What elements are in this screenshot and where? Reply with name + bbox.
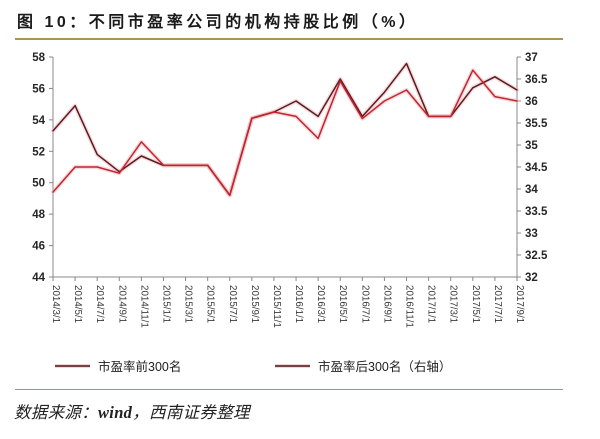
svg-text:2015/3/1: 2015/3/1 — [183, 285, 194, 323]
svg-text:2017/7/1: 2017/7/1 — [492, 285, 503, 323]
svg-text:35: 35 — [525, 140, 538, 152]
svg-text:34.5: 34.5 — [525, 162, 548, 174]
svg-text:35.5: 35.5 — [525, 118, 548, 130]
svg-text:2015/1/1: 2015/1/1 — [160, 285, 171, 323]
svg-text:2016/7/1: 2016/7/1 — [359, 285, 370, 323]
svg-text:2017/3/1: 2017/3/1 — [448, 285, 459, 323]
svg-text:2015/9/1: 2015/9/1 — [249, 285, 260, 323]
svg-text:37: 37 — [525, 52, 538, 64]
svg-text:2014/3/1: 2014/3/1 — [50, 285, 61, 323]
svg-text:市盈率前300名: 市盈率前300名 — [98, 359, 181, 374]
svg-text:2017/9/1: 2017/9/1 — [514, 285, 525, 323]
svg-text:33: 33 — [525, 228, 538, 240]
svg-text:34: 34 — [525, 184, 538, 196]
svg-text:2016/1/1: 2016/1/1 — [293, 285, 304, 323]
svg-text:2015/5/1: 2015/5/1 — [205, 285, 216, 323]
svg-text:2016/9/1: 2016/9/1 — [381, 285, 392, 323]
svg-text:56: 56 — [32, 83, 45, 95]
svg-text:58: 58 — [32, 52, 45, 64]
svg-text:2015/7/1: 2015/7/1 — [227, 285, 238, 323]
svg-text:48: 48 — [32, 209, 45, 221]
svg-text:2014/7/1: 2014/7/1 — [94, 285, 105, 323]
svg-text:36.5: 36.5 — [525, 74, 548, 86]
svg-text:2015/11/1: 2015/11/1 — [271, 285, 282, 328]
svg-text:2016/11/1: 2016/11/1 — [404, 285, 415, 328]
svg-text:46: 46 — [32, 241, 45, 253]
svg-text:2017/5/1: 2017/5/1 — [470, 285, 481, 323]
svg-text:2016/5/1: 2016/5/1 — [337, 285, 348, 323]
svg-text:54: 54 — [32, 115, 45, 127]
svg-text:2014/9/1: 2014/9/1 — [116, 285, 127, 323]
svg-text:市盈率后300名（右轴）: 市盈率后300名（右轴） — [318, 359, 451, 374]
svg-text:36: 36 — [525, 96, 538, 108]
svg-text:2017/1/1: 2017/1/1 — [426, 285, 437, 323]
svg-text:2014/5/1: 2014/5/1 — [72, 285, 83, 323]
svg-text:50: 50 — [32, 178, 45, 190]
svg-text:2014/11/1: 2014/11/1 — [138, 285, 149, 328]
svg-text:52: 52 — [32, 146, 45, 158]
svg-text:33.5: 33.5 — [525, 206, 548, 218]
svg-text:44: 44 — [32, 272, 45, 284]
svg-text:32.5: 32.5 — [525, 250, 548, 262]
svg-text:32: 32 — [525, 272, 538, 284]
svg-text:2016/3/1: 2016/3/1 — [315, 285, 326, 323]
